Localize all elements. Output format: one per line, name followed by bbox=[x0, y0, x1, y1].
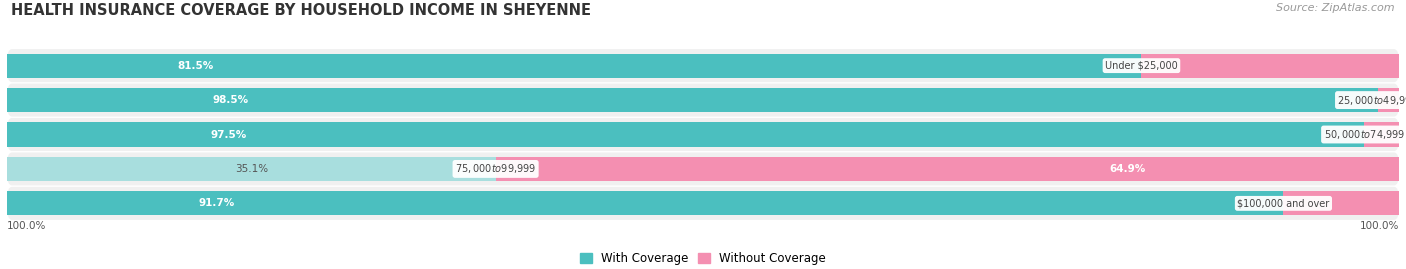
Legend: With Coverage, Without Coverage: With Coverage, Without Coverage bbox=[575, 247, 831, 269]
Text: $100,000 and over: $100,000 and over bbox=[1237, 198, 1330, 208]
Text: $50,000 to $74,999: $50,000 to $74,999 bbox=[1323, 128, 1405, 141]
FancyBboxPatch shape bbox=[7, 49, 1399, 82]
Text: $25,000 to $49,999: $25,000 to $49,999 bbox=[1337, 94, 1406, 107]
Text: 98.5%: 98.5% bbox=[212, 95, 249, 105]
FancyBboxPatch shape bbox=[7, 187, 1399, 220]
FancyBboxPatch shape bbox=[7, 153, 1399, 185]
Text: $75,000 to $99,999: $75,000 to $99,999 bbox=[456, 162, 536, 175]
Text: 100.0%: 100.0% bbox=[1360, 221, 1399, 231]
Bar bbox=[495, 157, 1399, 181]
Bar bbox=[1364, 122, 1399, 147]
Text: 97.5%: 97.5% bbox=[211, 129, 247, 140]
Bar bbox=[7, 54, 1142, 78]
FancyBboxPatch shape bbox=[7, 118, 1399, 151]
Bar bbox=[1142, 54, 1399, 78]
Bar bbox=[1378, 88, 1399, 112]
Bar bbox=[7, 88, 1378, 112]
Text: Under $25,000: Under $25,000 bbox=[1105, 61, 1178, 71]
Text: 91.7%: 91.7% bbox=[198, 198, 235, 208]
Bar bbox=[7, 157, 495, 181]
Text: 100.0%: 100.0% bbox=[7, 221, 46, 231]
FancyBboxPatch shape bbox=[7, 84, 1399, 116]
Text: HEALTH INSURANCE COVERAGE BY HOUSEHOLD INCOME IN SHEYENNE: HEALTH INSURANCE COVERAGE BY HOUSEHOLD I… bbox=[11, 3, 592, 18]
Text: 81.5%: 81.5% bbox=[177, 61, 214, 71]
Bar bbox=[1284, 191, 1399, 215]
Bar bbox=[7, 191, 1284, 215]
Text: Source: ZipAtlas.com: Source: ZipAtlas.com bbox=[1277, 3, 1395, 13]
Text: 35.1%: 35.1% bbox=[235, 164, 269, 174]
Bar bbox=[7, 122, 1364, 147]
Text: 64.9%: 64.9% bbox=[1109, 164, 1146, 174]
